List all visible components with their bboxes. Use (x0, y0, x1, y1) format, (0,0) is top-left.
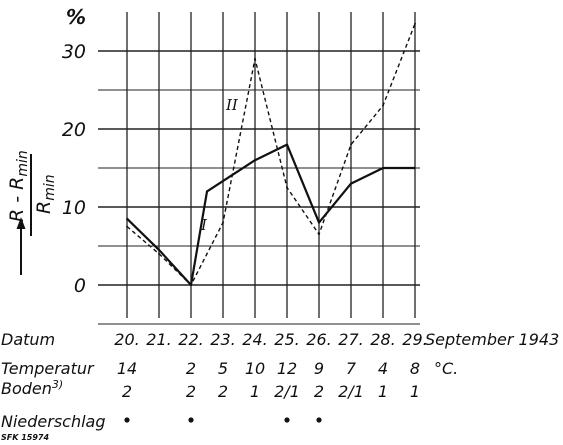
x-tick-label: 27. (338, 330, 363, 349)
data-point (126, 217, 128, 220)
data-point (206, 190, 208, 193)
x-tick-label: 21. (146, 330, 171, 349)
data-point (414, 167, 416, 169)
data-point (350, 182, 352, 185)
y-tick-label: 0 (74, 275, 86, 297)
data-point (318, 233, 320, 236)
x-tick-label: 22. (178, 330, 203, 349)
niederschlag-dot (188, 417, 194, 423)
data-point (286, 186, 288, 189)
boden-value: 2 (218, 382, 228, 401)
x-tick-label: 23. (210, 330, 235, 349)
footer-code: SFK 15974 (1, 433, 49, 441)
series-line-i (126, 143, 415, 287)
series-labels: II I (200, 96, 239, 234)
temperatur-value: 5 (218, 359, 228, 378)
date-tick-labels: 20. 21. 22. 23. 24. 25. 26. 27. 28. 29. (114, 330, 427, 349)
niederschlag-dot (124, 417, 130, 423)
temperatur-value: 7 (346, 359, 357, 378)
y-tick-labels: 0 10 20 30 (62, 41, 86, 297)
temperatur-value: 8 (410, 359, 420, 378)
y-axis-label: R - Rmin Rmin (6, 150, 58, 275)
boden-row: 2 2 2 1 2/1 2 2/1 1 1 (122, 382, 420, 401)
temperatur-row: 14 2 5 10 12 9 7 4 8 (117, 359, 420, 378)
x-tick-label: 29. (402, 330, 427, 349)
data-point (126, 225, 128, 228)
y-label-denominator: Rmin (33, 174, 58, 214)
x-tick-label: 25. (274, 330, 299, 349)
y-tick-label: 10 (62, 197, 86, 219)
grid (98, 12, 420, 325)
boden-value: 2 (122, 382, 132, 401)
y-label-arrow-head (16, 217, 26, 229)
series-label-ii: II (225, 96, 239, 114)
temperatur-value: 14 (117, 359, 137, 378)
data-point (222, 221, 224, 224)
data-point (254, 57, 256, 60)
data-point (158, 252, 160, 255)
month-label: September 1943 (425, 330, 559, 349)
y-tick-label: 20 (62, 119, 86, 141)
data-point (350, 143, 352, 146)
boden-label: Boden3) (1, 378, 63, 398)
x-tick-label: 24. (242, 330, 267, 349)
data-point (414, 22, 416, 25)
datum-label: Datum (1, 330, 55, 349)
boden-value: 2/1 (274, 382, 300, 401)
data-point (254, 159, 256, 162)
series-line-ii (126, 23, 416, 286)
niederschlag-row (124, 417, 322, 423)
y-label-numerator: R - Rmin (6, 150, 31, 222)
niederschlag-dot (316, 417, 322, 423)
data-point (382, 104, 384, 107)
temperatur-value: 4 (378, 359, 388, 378)
niederschlag-dot (284, 417, 290, 423)
x-tick-label: 28. (370, 330, 395, 349)
temperatur-value: 10 (245, 359, 265, 378)
y-tick-label: 30 (62, 41, 86, 63)
data-point (382, 167, 384, 169)
temperatur-value: 12 (277, 359, 297, 378)
series-label-i: I (200, 216, 208, 234)
boden-value: 2/1 (338, 382, 364, 401)
data-point (318, 221, 320, 224)
boden-value: 1 (410, 382, 420, 401)
series-lines (126, 22, 416, 287)
boden-value: 1 (378, 382, 388, 401)
data-point (158, 249, 160, 251)
boden-value: 2 (186, 382, 196, 401)
temperatur-value: 2 (186, 359, 196, 378)
data-point (190, 284, 192, 286)
temperatur-value: 9 (314, 359, 324, 378)
x-tick-label: 26. (306, 330, 331, 349)
boden-value: 2 (314, 382, 324, 401)
boden-value: 1 (250, 382, 260, 401)
x-tick-label: 20. (114, 330, 139, 349)
temperatur-unit: °C. (434, 359, 458, 378)
data-point (286, 143, 288, 146)
niederschlag-label: Niederschlag (1, 412, 106, 431)
temperatur-label: Temperatur (1, 359, 95, 378)
y-unit-label: % (66, 5, 86, 29)
